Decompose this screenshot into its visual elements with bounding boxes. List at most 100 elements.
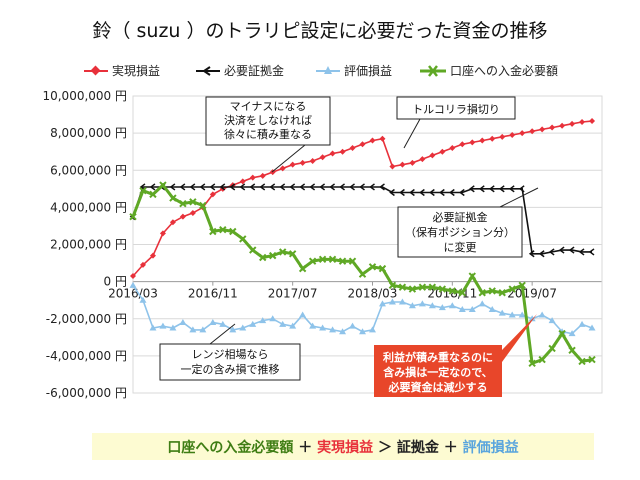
data-point <box>189 209 196 216</box>
data-point <box>558 246 565 254</box>
data-point <box>179 183 186 191</box>
data-point <box>369 183 375 191</box>
data-point <box>139 261 146 268</box>
data-point <box>389 188 395 197</box>
data-point <box>279 183 286 191</box>
series-deposit <box>129 181 596 368</box>
data-point <box>279 320 287 327</box>
data-point <box>159 230 166 237</box>
data-point <box>289 161 296 168</box>
annotation-profit-accumulate: 利益が積み重なるのに 含み損は一定なので、 必要資金は減少する <box>374 314 537 397</box>
data-point <box>169 324 177 331</box>
data-point <box>359 328 367 335</box>
data-point <box>378 300 386 307</box>
data-point <box>399 188 405 197</box>
data-point <box>179 318 187 325</box>
annotation-range-line1: レンジ相場なら <box>192 348 269 361</box>
annotation-profit-line2: 含み損は一定なので、 <box>382 365 493 379</box>
data-point <box>419 188 425 197</box>
series-lines <box>129 118 596 368</box>
data-point <box>219 225 227 234</box>
data-point <box>528 315 536 322</box>
data-point <box>130 273 136 280</box>
annotation-range: レンジ相場なら 一定の含み損で推移 <box>159 323 301 381</box>
data-point <box>339 183 346 191</box>
data-point <box>579 118 586 125</box>
data-point <box>488 287 496 295</box>
data-point <box>289 322 297 329</box>
data-point <box>458 305 466 312</box>
data-point <box>379 183 385 191</box>
data-point <box>308 257 317 265</box>
data-point <box>448 302 456 309</box>
data-point <box>239 183 246 191</box>
data-point <box>458 289 467 297</box>
data-point <box>299 311 307 318</box>
data-point <box>448 287 457 295</box>
data-point <box>518 311 526 318</box>
data-point <box>478 289 486 297</box>
data-point <box>349 144 356 151</box>
data-point <box>189 198 197 206</box>
data-point <box>548 248 555 256</box>
annotation-margin-line3: に変更 <box>444 240 477 254</box>
data-point <box>438 304 446 311</box>
data-point <box>329 183 336 191</box>
data-point <box>129 212 137 221</box>
data-point <box>368 326 376 333</box>
data-point <box>229 227 237 236</box>
data-point <box>259 172 266 179</box>
data-point <box>428 283 437 291</box>
data-point <box>339 148 346 155</box>
data-point <box>239 235 247 243</box>
data-point <box>199 326 207 333</box>
legend-label-unrealized: 評価損益 <box>344 63 392 78</box>
y-tick-label: -6,000,000 円 <box>46 386 127 400</box>
data-point <box>459 141 466 148</box>
data-point <box>588 248 595 256</box>
data-point <box>229 183 236 191</box>
data-point <box>499 133 506 140</box>
data-point <box>179 199 187 208</box>
data-point <box>249 246 257 254</box>
data-point <box>408 285 417 293</box>
formula-deposit: 口座への入金必要額 <box>167 439 293 456</box>
data-point <box>408 302 416 309</box>
series-unrealized <box>129 281 596 337</box>
data-point <box>139 296 147 303</box>
data-point <box>298 264 307 273</box>
series-margin-line <box>132 186 592 255</box>
data-point <box>189 326 197 333</box>
data-point <box>149 183 156 191</box>
formula-text: 口座への入金必要額 ＋ 実現損益 ＞ 証拠金 ＋ 評価損益 <box>167 439 518 456</box>
data-point <box>469 139 476 146</box>
data-point <box>318 255 327 264</box>
data-point <box>339 328 347 335</box>
annotation-profit-line3: 必要資金は減少する <box>388 380 488 394</box>
legend-item-margin: 必要証拠金 <box>196 63 284 78</box>
data-point <box>129 281 137 288</box>
chart-title: 鈴（ suzu ）のトラリピ設定に必要だった資金の推移 <box>92 20 547 42</box>
data-point <box>229 326 237 333</box>
data-point <box>549 124 556 131</box>
data-point <box>548 344 556 353</box>
data-point <box>349 322 357 329</box>
y-tick-label: -4,000,000 円 <box>46 349 127 363</box>
legend-label-realized: 実現損益 <box>112 63 160 78</box>
plot-border <box>132 95 603 394</box>
data-point <box>589 118 596 125</box>
data-point <box>538 355 546 364</box>
data-point <box>439 148 446 155</box>
data-point <box>199 201 207 210</box>
data-point <box>529 128 536 135</box>
series-realized <box>130 118 596 280</box>
data-point <box>309 183 316 191</box>
data-point <box>269 315 277 322</box>
data-point <box>399 161 406 168</box>
data-point <box>568 346 576 355</box>
data-point <box>389 163 396 170</box>
data-point <box>578 357 586 366</box>
data-point <box>348 257 357 265</box>
data-point <box>468 272 476 280</box>
